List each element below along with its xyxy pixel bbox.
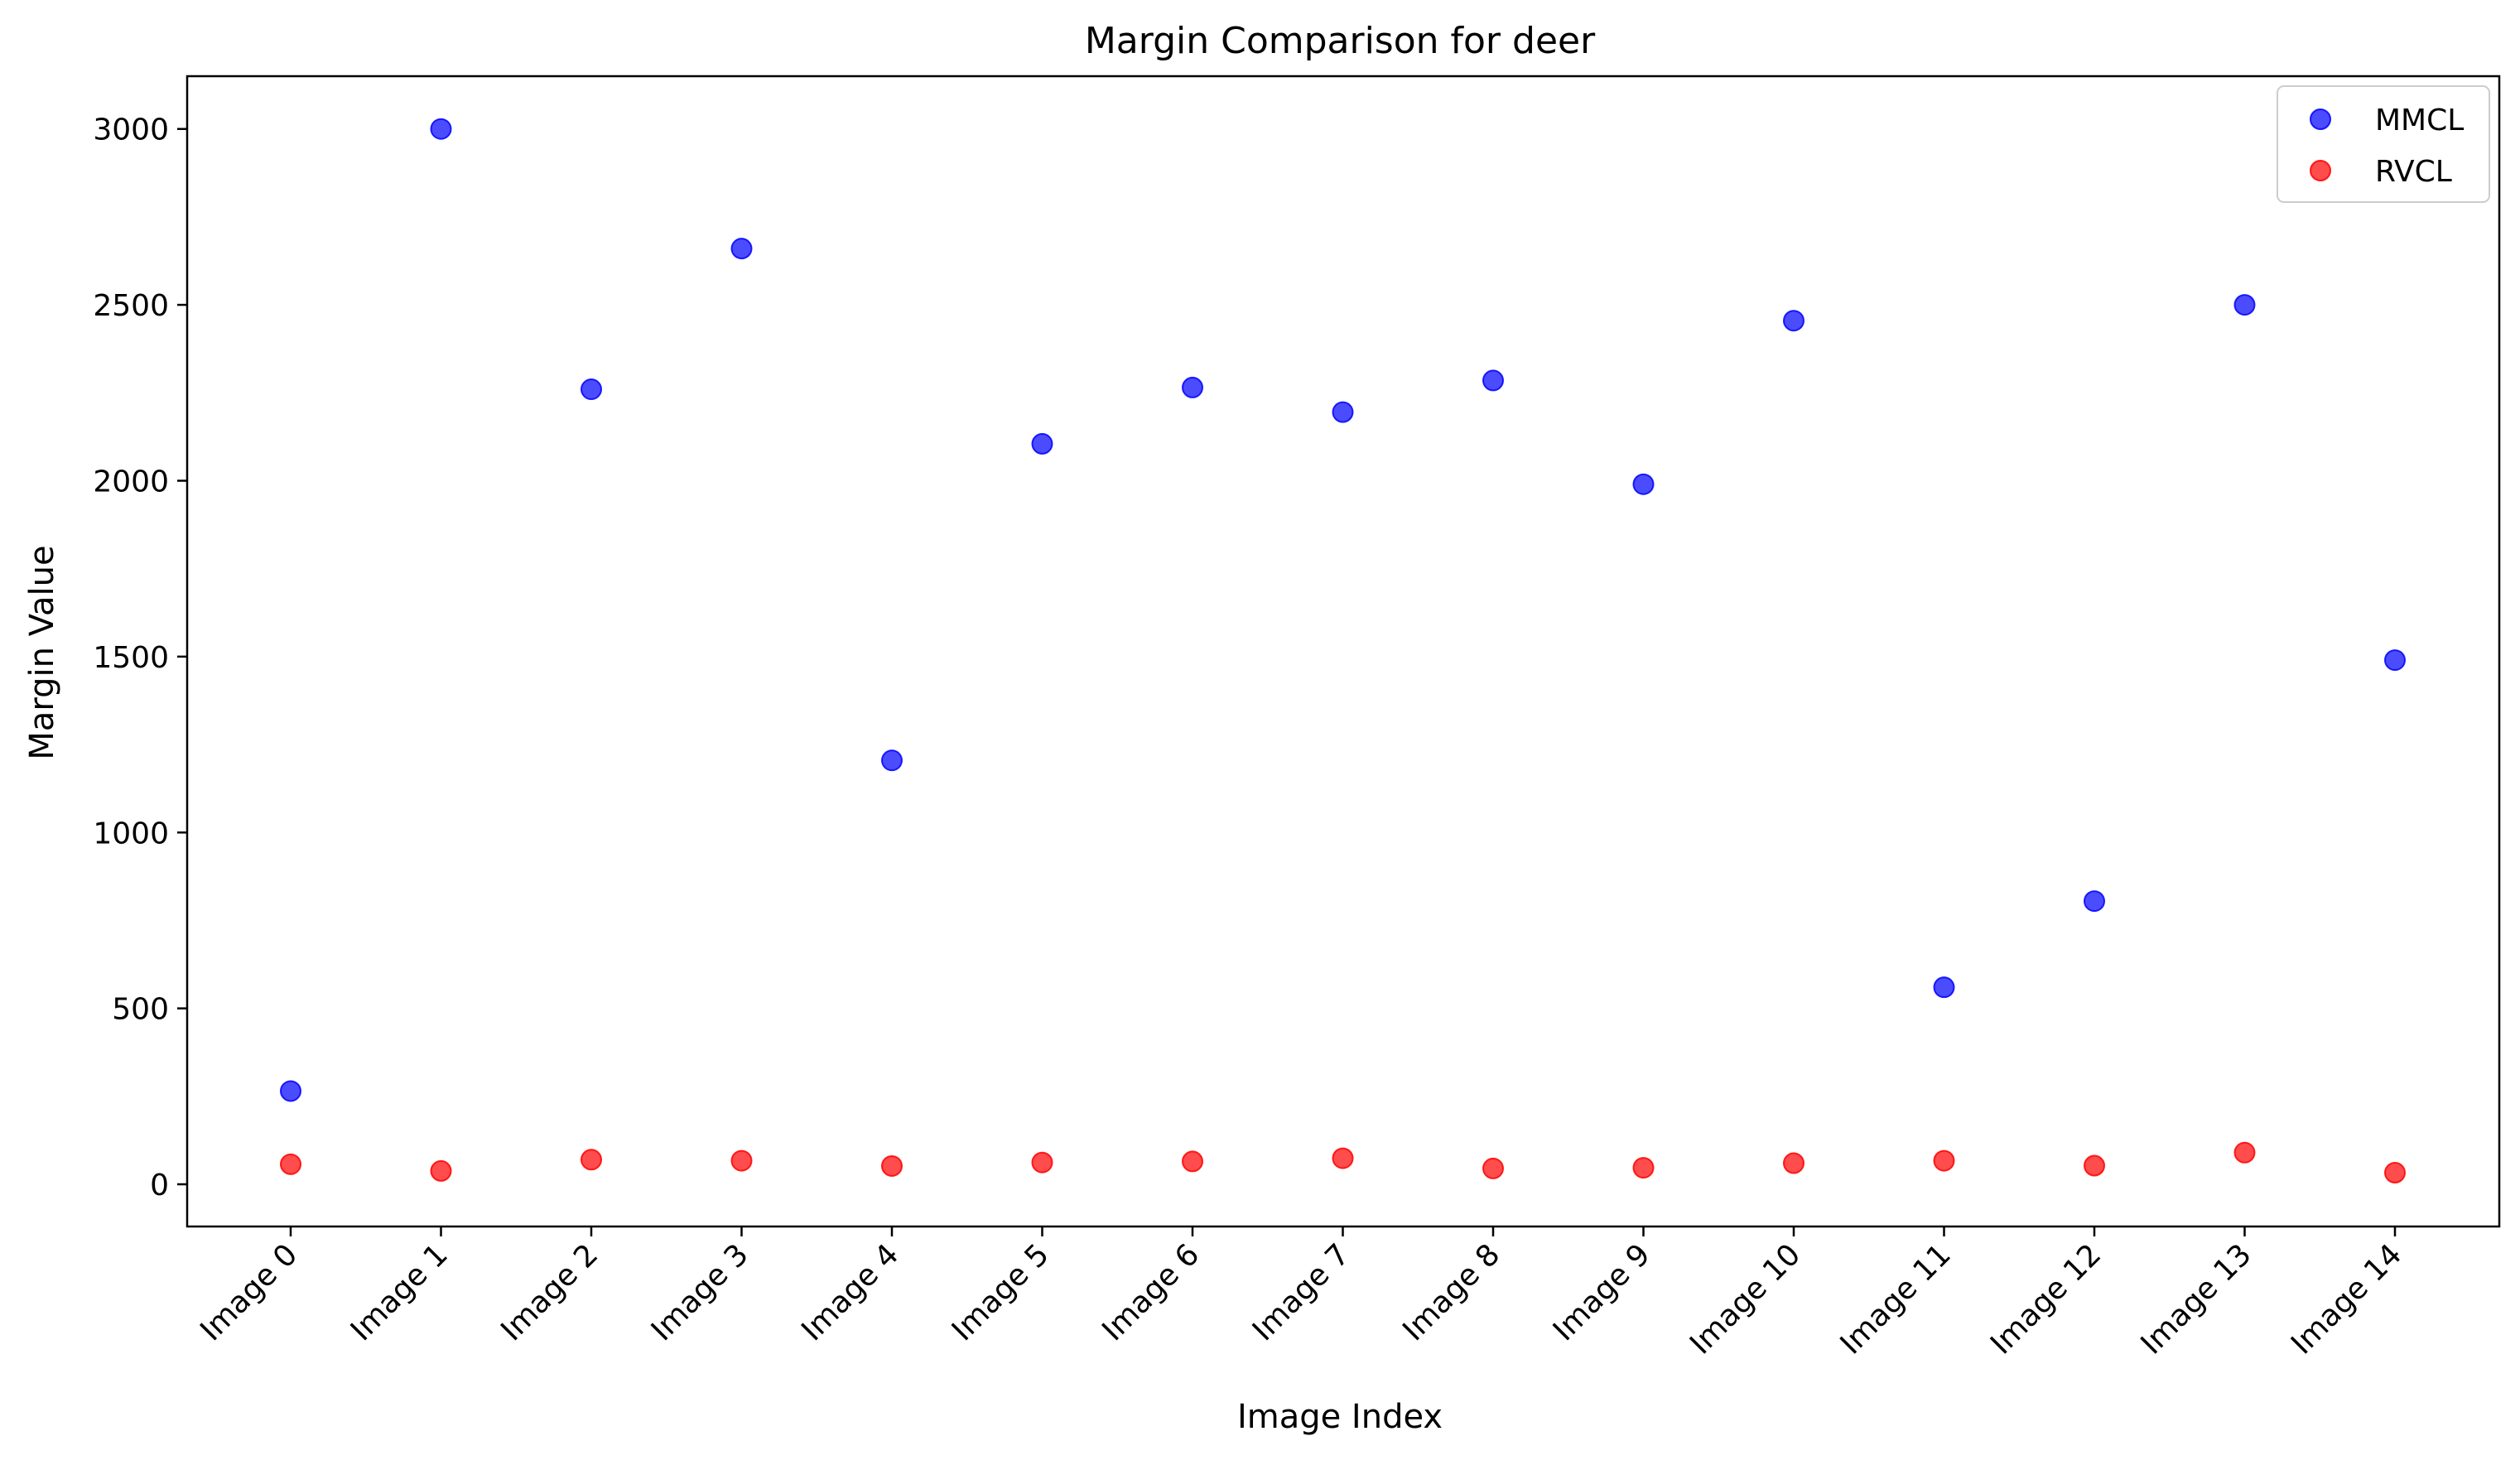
rvcl-point xyxy=(430,1159,452,1182)
rvcl-point xyxy=(1632,1157,1655,1179)
rvcl-point xyxy=(881,1154,903,1177)
mmcl-point xyxy=(280,1080,301,1102)
mmcl-point xyxy=(730,238,753,260)
y-tick-label: 1500 xyxy=(93,641,169,675)
y-tick-label: 500 xyxy=(112,993,169,1027)
mmcl-point xyxy=(1182,376,1203,398)
legend: MMCL RVCL xyxy=(2277,85,2490,203)
y-axis-label: Margin Value xyxy=(23,545,61,759)
rvcl-point xyxy=(1031,1151,1053,1173)
y-tick-label: 0 xyxy=(150,1169,169,1202)
legend-marker-rvcl xyxy=(2310,160,2331,181)
mmcl-point xyxy=(1031,432,1053,455)
rvcl-point xyxy=(280,1153,301,1175)
rvcl-point xyxy=(2384,1162,2406,1184)
rvcl-point xyxy=(2233,1141,2256,1164)
plot-frame xyxy=(186,75,2501,1228)
mmcl-point xyxy=(2084,890,2105,913)
mmcl-point xyxy=(1933,976,1955,999)
rvcl-point xyxy=(1783,1152,1804,1174)
legend-label-rvcl: RVCL xyxy=(2375,155,2452,189)
mmcl-point xyxy=(430,118,452,140)
rvcl-point xyxy=(581,1149,602,1171)
mmcl-point xyxy=(1632,473,1655,495)
mmcl-point xyxy=(1783,310,1804,332)
y-tick-label: 3000 xyxy=(93,113,169,147)
legend-label-mmcl: MMCL xyxy=(2375,104,2464,137)
mmcl-point xyxy=(1482,369,1504,392)
rvcl-point xyxy=(1933,1149,1955,1172)
mmcl-point xyxy=(881,749,903,772)
y-tick-label: 2000 xyxy=(93,465,169,499)
mmcl-point xyxy=(581,378,602,401)
x-axis-label: Image Index xyxy=(1237,1398,1443,1436)
rvcl-point xyxy=(1482,1157,1504,1179)
rvcl-point xyxy=(1332,1147,1354,1169)
chart-title: Margin Comparison for deer xyxy=(1085,20,1596,62)
mmcl-point xyxy=(1332,401,1354,423)
mmcl-point xyxy=(2233,294,2256,316)
rvcl-point xyxy=(2084,1154,2105,1177)
rvcl-point xyxy=(1182,1150,1203,1173)
y-tick-label: 1000 xyxy=(93,817,169,851)
y-tick-label: 2500 xyxy=(93,289,169,323)
mmcl-point xyxy=(2384,649,2406,672)
rvcl-point xyxy=(730,1149,753,1172)
legend-marker-mmcl xyxy=(2310,108,2331,130)
